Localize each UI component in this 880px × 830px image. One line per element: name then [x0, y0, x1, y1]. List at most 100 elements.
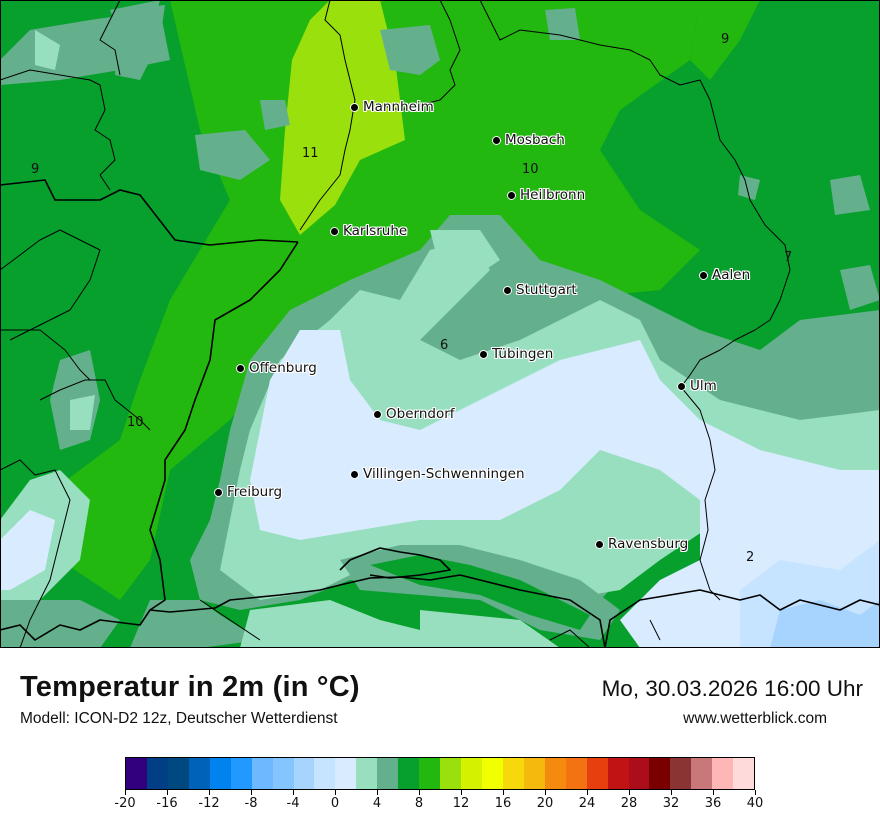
colorbar-segment [712, 758, 734, 789]
colorbar-segment [440, 758, 461, 789]
colorbar-segment [398, 758, 420, 789]
model-source: Modell: ICON-D2 12z, Deutscher Wetterdie… [20, 710, 338, 727]
map-title: Temperatur in 2m (in °C) [20, 671, 360, 703]
colorbar-tick [292, 790, 294, 795]
colorbar-segment [586, 758, 608, 789]
city-marker-ravensburg: Ravensburg [595, 536, 688, 552]
colorbar-segment [167, 758, 189, 789]
colorbar-tick-label: 28 [620, 796, 638, 811]
colorbar-tick [586, 790, 588, 795]
colorbar-segment [293, 758, 315, 789]
colorbar-segment [733, 758, 755, 789]
colorbar-tick-label: -12 [198, 796, 220, 811]
colorbar-tick-label: 4 [372, 796, 382, 811]
colorbar-segment [356, 758, 378, 789]
colorbar-tick [208, 790, 210, 795]
temperature-value-label: 9 [31, 162, 40, 177]
colorbar-segment [502, 758, 524, 789]
colorbar-tick [712, 790, 714, 795]
city-dot-icon [492, 135, 501, 145]
colorbar-segment [251, 758, 273, 789]
colorbar-ticks: -20 -16 -12 -8 -4 0 4 8 12 16 20 24 28 32 36 40 [114, 790, 763, 820]
city-dot-icon [236, 363, 245, 373]
colorbar-tick [124, 790, 126, 795]
temperature-value-label: 10 [522, 162, 539, 177]
colorbar-segment [649, 758, 671, 789]
temperature-value-label: 11 [302, 146, 319, 161]
map-layer [0, 0, 880, 647]
colorbar-segment [565, 758, 587, 789]
colorbar-segment [377, 758, 399, 789]
colorbar-tick-label: 12 [452, 796, 470, 811]
colorbar-tick-label: 20 [536, 796, 554, 811]
temperature-colorbar [125, 757, 755, 790]
city-dot-icon [677, 381, 686, 391]
city-marker-tuebingen: Tübingen [479, 346, 553, 362]
colorbar-tick [628, 790, 630, 795]
city-marker-freiburg: Freiburg [214, 484, 282, 500]
colorbar-tick-label: 32 [662, 796, 680, 811]
city-marker-heilbronn: Heilbronn [507, 187, 585, 203]
colorbar-segment [691, 758, 713, 789]
city-marker-offenburg: Offenburg [236, 360, 317, 376]
city-dot-icon [595, 539, 604, 549]
temperature-map: Mannheim Mosbach Heilbronn Karlsruhe Stu… [0, 0, 880, 648]
city-dot-icon [350, 102, 359, 112]
colorbar-tick [166, 790, 168, 795]
city-dot-icon [330, 226, 339, 236]
colorbar-segment [272, 758, 294, 789]
colorbar-tick [376, 790, 378, 795]
colorbar-segment [461, 758, 482, 789]
temperature-value-label: 9 [721, 32, 730, 47]
colorbar-tick [670, 790, 672, 795]
temperature-value-label: 10 [127, 415, 144, 430]
colorbar-segment [670, 758, 692, 789]
city-marker-ulm: Ulm [677, 378, 717, 394]
colorbar-tick-label: 0 [330, 796, 340, 811]
colorbar-segment [209, 758, 231, 789]
colorbar-segment [607, 758, 629, 789]
colorbar-tick [754, 790, 756, 795]
city-dot-icon [350, 469, 359, 479]
colorbar-tick [544, 790, 546, 795]
colorbar-tick-label: 16 [494, 796, 512, 811]
city-marker-stuttgart: Stuttgart [503, 282, 577, 298]
city-dot-icon [507, 190, 516, 200]
temperature-value-label: 2 [746, 550, 755, 565]
colorbar-segment [481, 758, 503, 789]
colorbar-segment [628, 758, 650, 789]
city-marker-oberndorf: Oberndorf [373, 406, 455, 422]
colorbar-segment [544, 758, 566, 789]
colorbar-tick-label: 8 [414, 796, 424, 811]
colorbar-tick-label: 40 [746, 796, 764, 811]
colorbar-tick-label: -4 [286, 796, 300, 811]
colorbar-segment [188, 758, 210, 789]
valid-datetime: Mo, 30.03.2026 16:00 Uhr [601, 676, 863, 701]
colorbar-tick [250, 790, 252, 795]
colorbar-segment [126, 758, 147, 789]
website-link[interactable]: www.wetterblick.com [683, 710, 827, 727]
colorbar-tick-label: 36 [704, 796, 722, 811]
colorbar-segment [523, 758, 545, 789]
city-marker-karlsruhe: Karlsruhe [330, 223, 407, 239]
colorbar-segment [146, 758, 168, 789]
colorbar-segment [314, 758, 336, 789]
colorbar-segment [230, 758, 252, 789]
city-marker-mannheim: Mannheim [350, 99, 434, 115]
city-marker-aalen: Aalen [699, 267, 750, 283]
temperature-value-label: 6 [440, 338, 449, 353]
city-dot-icon [214, 487, 223, 497]
colorbar-tick-label: -16 [156, 796, 178, 811]
colorbar-tick-label: 24 [578, 796, 596, 811]
colorbar-tick-label: -20 [114, 796, 136, 811]
temperature-value-label: 7 [784, 250, 793, 265]
colorbar-segment [335, 758, 357, 789]
city-marker-villingen-schwenningen: Villingen-Schwenningen [350, 466, 525, 482]
city-dot-icon [699, 270, 708, 280]
city-marker-mosbach: Mosbach [492, 132, 565, 148]
colorbar-tick [460, 790, 462, 795]
city-dot-icon [479, 349, 488, 359]
colorbar-tick [502, 790, 504, 795]
colorbar-tick [418, 790, 420, 795]
colorbar-tick [334, 790, 336, 795]
